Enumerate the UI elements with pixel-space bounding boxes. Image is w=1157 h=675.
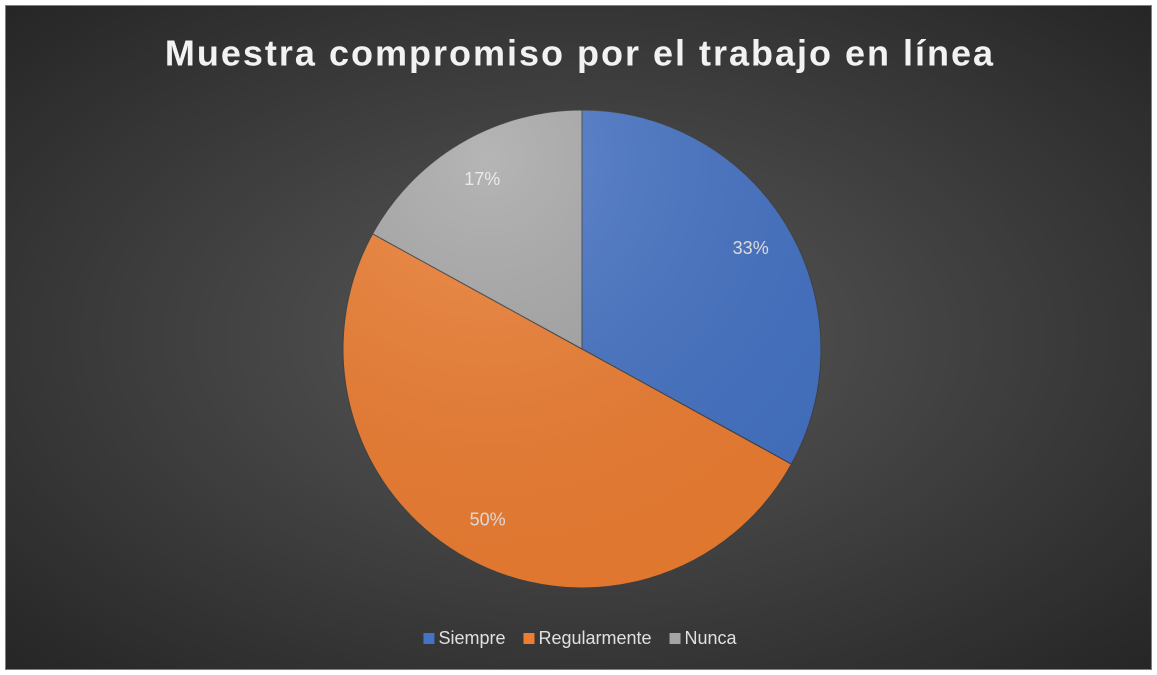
legend-label: Nunca (685, 628, 738, 648)
legend: Siempre Regularmente Nunca (423, 628, 738, 648)
pie: 33% 50% 17% (342, 109, 822, 589)
data-label: 50% (470, 509, 506, 529)
legend-swatch (523, 633, 535, 644)
legend-label: Siempre (438, 628, 505, 648)
legend-label: Regularmente (538, 628, 651, 648)
data-label: 33% (733, 238, 769, 258)
chart-title: Muestra compromiso por el trabajo en lín… (165, 33, 995, 74)
data-label: 17% (464, 169, 500, 189)
legend-swatch (423, 633, 435, 644)
legend-swatch (669, 633, 681, 644)
